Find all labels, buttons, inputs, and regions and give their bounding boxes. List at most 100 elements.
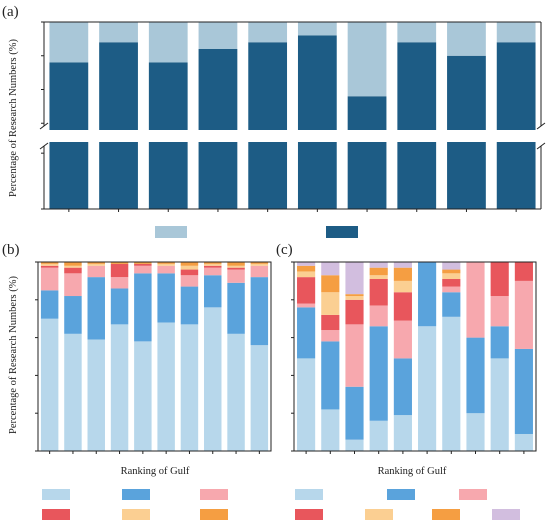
bar-segment-frs bbox=[321, 330, 340, 342]
bar-traditional-lower bbox=[198, 142, 238, 209]
legend-swatch-pms bbox=[200, 509, 228, 520]
bar-segment-nrps bbox=[204, 267, 222, 276]
bar-segment-pms bbox=[157, 262, 175, 264]
bar-traditional-lower bbox=[297, 142, 337, 209]
bar-segment-phacs bbox=[442, 279, 461, 287]
bar-segment-edcs bbox=[442, 269, 461, 274]
bar-emerging bbox=[148, 22, 188, 63]
bar-segment-pms bbox=[250, 262, 269, 264]
bar-segment-pahs bbox=[110, 263, 129, 278]
bar-segment-rass bbox=[204, 263, 222, 266]
bar-segment-hms bbox=[250, 345, 269, 451]
bar-segment-pesticides bbox=[514, 348, 533, 434]
panel-c-letter: (c) bbox=[276, 242, 293, 258]
bar-segment-hms bbox=[157, 322, 175, 451]
bar-segment-pesticides bbox=[418, 262, 437, 327]
axis-break-mark bbox=[536, 142, 546, 150]
bar-traditional-upper bbox=[297, 35, 337, 130]
bar-segment-rass bbox=[250, 263, 269, 266]
bar-segment-microplastics bbox=[442, 316, 461, 451]
bar-segment-pops bbox=[227, 282, 245, 334]
axis-break-mark bbox=[39, 142, 49, 150]
bar-traditional-lower bbox=[248, 142, 288, 209]
bar-emerging bbox=[297, 22, 337, 36]
bar-segment-frs bbox=[345, 324, 364, 387]
bar-segment-pms bbox=[87, 262, 105, 264]
bar-segment-nrps bbox=[40, 267, 59, 291]
bar-segment-nrps bbox=[227, 269, 245, 283]
bar-segment-nrps bbox=[110, 277, 129, 289]
bar-segment-pesticides bbox=[345, 386, 364, 440]
bar-segment-pops bbox=[64, 296, 82, 334]
axis-break-mark bbox=[39, 122, 49, 130]
panel-c-x-axis-title: Ranking of Gulf bbox=[378, 466, 447, 477]
bar-segment-microplastics bbox=[345, 439, 364, 451]
bar-segment-pms bbox=[110, 262, 129, 264]
bar-emerging bbox=[248, 22, 288, 43]
axis-break-mark bbox=[536, 122, 546, 130]
bar-traditional-lower bbox=[397, 142, 437, 209]
bar-segment-edcs bbox=[297, 265, 316, 272]
bar-segment-hms bbox=[40, 318, 59, 451]
bar-segment-hms bbox=[204, 307, 222, 451]
panel-c-legend bbox=[295, 489, 520, 520]
bar-segment-pops bbox=[204, 275, 222, 308]
bar-segment-microplastics bbox=[514, 433, 533, 451]
bar-traditional-upper bbox=[447, 55, 486, 130]
bar-emerging bbox=[447, 22, 486, 56]
bar-traditional-upper bbox=[496, 42, 536, 130]
bar-segment-pahs bbox=[180, 269, 199, 276]
bar-segment-pfass bbox=[393, 262, 412, 268]
bar-segment-pcps bbox=[321, 292, 340, 315]
bar-segment-microplastics bbox=[466, 413, 485, 451]
legend-swatch-edcs bbox=[432, 509, 460, 520]
bar-segment-pfass bbox=[321, 262, 340, 276]
bar-segment-frs bbox=[466, 262, 485, 338]
bar-segment-phacs bbox=[345, 299, 364, 325]
bar-segment-microplastics bbox=[418, 326, 437, 451]
bar-segment-edcs bbox=[369, 267, 388, 276]
bar-segment-pops bbox=[110, 288, 129, 325]
bar-segment-hms bbox=[180, 324, 199, 451]
bar-segment-pahs bbox=[134, 263, 152, 266]
bar-segment-nrps bbox=[87, 265, 105, 278]
bar-segment-frs bbox=[297, 303, 316, 308]
bar-segment-hms bbox=[227, 333, 245, 451]
bar-segment-nrps bbox=[157, 265, 175, 274]
panel-b: (b) Percentage of Research Numbers (%) R… bbox=[2, 242, 272, 520]
bar-segment-pesticides bbox=[466, 337, 485, 414]
bar-segment-pahs bbox=[40, 265, 59, 268]
panel-b-y-axis-title: Percentage of Research Numbers (%) bbox=[8, 275, 19, 434]
bar-segment-pahs bbox=[227, 267, 245, 270]
bar-segment-pcps bbox=[369, 275, 388, 280]
bar-segment-pms bbox=[40, 262, 59, 264]
bar-segment-rass bbox=[40, 263, 59, 266]
bar-segment-pops bbox=[250, 277, 269, 346]
bar-emerging bbox=[496, 22, 536, 43]
bar-segment-pms bbox=[180, 262, 199, 266]
legend-swatch-emerging bbox=[155, 226, 187, 238]
legend-swatch-frs bbox=[459, 489, 487, 500]
bar-segment-pesticides bbox=[369, 326, 388, 421]
panel-b-x-axis-title: Ranking of Gulf bbox=[121, 466, 190, 477]
panel-a-letter: (a) bbox=[2, 4, 19, 20]
bar-segment-pops bbox=[180, 286, 199, 325]
bar-segment-hms bbox=[64, 333, 82, 451]
bar-segment-phacs bbox=[393, 292, 412, 321]
bar-segment-pops bbox=[87, 277, 105, 340]
legend-swatch-pfass bbox=[492, 509, 520, 520]
bar-segment-pesticides bbox=[321, 341, 340, 410]
bar-segment-pfass bbox=[369, 262, 388, 268]
legend-swatch-pcps bbox=[365, 509, 393, 520]
bar-segment-nrps bbox=[134, 265, 152, 274]
panel-b-legend bbox=[42, 489, 228, 520]
bar-traditional-upper bbox=[347, 96, 387, 130]
legend-swatch-traditional bbox=[326, 226, 358, 238]
bar-segment-frs bbox=[490, 296, 509, 327]
bar-segment-edcs bbox=[345, 294, 364, 297]
panel-a-y-axis-title: Percentage of Research Numbers (%) bbox=[8, 38, 19, 197]
bar-segment-pfass bbox=[442, 262, 461, 270]
bar-segment-phacs bbox=[297, 277, 316, 304]
bar-segment-pahs bbox=[64, 267, 82, 274]
